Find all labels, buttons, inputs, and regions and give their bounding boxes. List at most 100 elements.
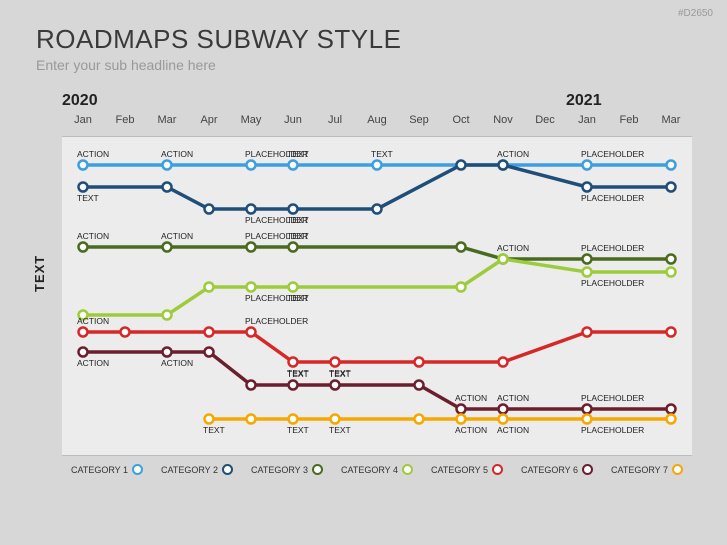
month-label: Mar: [158, 114, 177, 126]
subway-node: [415, 381, 424, 390]
subway-node: [289, 205, 298, 214]
node-label: TEXT: [203, 425, 225, 435]
subway-node: [79, 183, 88, 192]
subway-node: [667, 328, 676, 337]
subway-node: [205, 348, 214, 357]
legend-item: CATEGORY 5: [431, 464, 503, 475]
page-title: ROADMAPS SUBWAY STYLE: [36, 24, 691, 55]
subway-node: [499, 358, 508, 367]
node-label: PLACEHOLDER: [581, 278, 644, 288]
subway-node: [247, 415, 256, 424]
subway-node: [163, 243, 172, 252]
subway-node: [247, 161, 256, 170]
legend-swatch: [312, 464, 323, 475]
legend-item: CATEGORY 2: [161, 464, 233, 475]
node-label: TEXT: [287, 369, 309, 379]
subway-node: [499, 255, 508, 264]
node-label: ACTION: [77, 358, 109, 368]
subway-node: [667, 415, 676, 424]
node-label: PLACEHOLDER: [581, 149, 644, 159]
subway-node: [583, 255, 592, 264]
node-label: PLACEHOLDER: [581, 193, 644, 203]
legend-item: CATEGORY 6: [521, 464, 593, 475]
subway-node: [289, 161, 298, 170]
subway-node: [457, 405, 466, 414]
plot-area: ACTION ACTION PLACEHOLDER TEXT TEXT ACTION PLA…: [62, 136, 692, 456]
node-label: ACTION: [497, 243, 529, 253]
month-label: Nov: [493, 114, 513, 126]
node-label: TEXT: [287, 231, 309, 241]
subway-node: [247, 328, 256, 337]
subway-node: [289, 415, 298, 424]
legend-item: CATEGORY 3: [251, 464, 323, 475]
node-label: PLACEHOLDER: [245, 316, 308, 326]
subway-node: [79, 243, 88, 252]
subway-node: [79, 348, 88, 357]
month-label: Sep: [409, 114, 429, 126]
subway-node: [499, 415, 508, 424]
month-label: Feb: [116, 114, 135, 126]
subway-node: [331, 358, 340, 367]
subway-node: [583, 183, 592, 192]
month-label: Feb: [620, 114, 639, 126]
legend-swatch: [582, 464, 593, 475]
subway-node: [289, 358, 298, 367]
month-label: Aug: [367, 114, 387, 126]
subway-node: [667, 268, 676, 277]
subway-node: [667, 183, 676, 192]
subway-node: [583, 415, 592, 424]
legend-swatch: [132, 464, 143, 475]
subway-node: [163, 348, 172, 357]
legend-swatch: [672, 464, 683, 475]
node-label: TEXT: [287, 149, 309, 159]
subway-node: [289, 381, 298, 390]
month-label: Jan: [74, 114, 92, 126]
subway-node: [331, 415, 340, 424]
subway-node: [205, 328, 214, 337]
subway-node: [247, 381, 256, 390]
y-axis-label: TEXT: [32, 255, 47, 292]
node-label: ACTION: [161, 231, 193, 241]
node-label: ACTION: [497, 393, 529, 403]
subway-node: [583, 328, 592, 337]
subway-node: [583, 161, 592, 170]
legend-swatch: [402, 464, 413, 475]
subway-node: [163, 183, 172, 192]
month-label: Jan: [578, 114, 596, 126]
subway-node: [205, 415, 214, 424]
subway-node: [247, 205, 256, 214]
legend-swatch: [222, 464, 233, 475]
subway-node: [289, 283, 298, 292]
subway-node: [667, 405, 676, 414]
subway-node: [667, 161, 676, 170]
legend-swatch: [492, 464, 503, 475]
node-label: TEXT: [287, 215, 309, 225]
subway-node: [205, 205, 214, 214]
node-label: ACTION: [497, 425, 529, 435]
node-label: ACTION: [455, 425, 487, 435]
subway-node: [247, 243, 256, 252]
legend-item: CATEGORY 7: [611, 464, 683, 475]
page-id: #D2650: [678, 8, 713, 19]
node-label: ACTION: [161, 358, 193, 368]
month-label: Jun: [284, 114, 302, 126]
node-label: TEXT: [287, 293, 309, 303]
node-label: ACTION: [77, 316, 109, 326]
subway-node: [583, 268, 592, 277]
legend: CATEGORY 1 CATEGORY 2 CATEGORY 3 CATEGORY 4…: [62, 464, 692, 475]
node-label: PLACEHOLDER: [581, 425, 644, 435]
node-label: TEXT: [329, 369, 351, 379]
month-label: Oct: [452, 114, 469, 126]
legend-label: CATEGORY 7: [611, 465, 668, 475]
node-label: ACTION: [161, 149, 193, 159]
legend-item: CATEGORY 4: [341, 464, 413, 475]
subway-node: [457, 283, 466, 292]
subway-node: [457, 415, 466, 424]
subway-node: [667, 255, 676, 264]
node-label: ACTION: [497, 149, 529, 159]
month-label: Mar: [662, 114, 681, 126]
subway-node: [373, 205, 382, 214]
legend-item: CATEGORY 1: [71, 464, 143, 475]
header: ROADMAPS SUBWAY STYLE Enter your sub hea…: [0, 0, 727, 79]
node-label: PLACEHOLDER: [581, 243, 644, 253]
